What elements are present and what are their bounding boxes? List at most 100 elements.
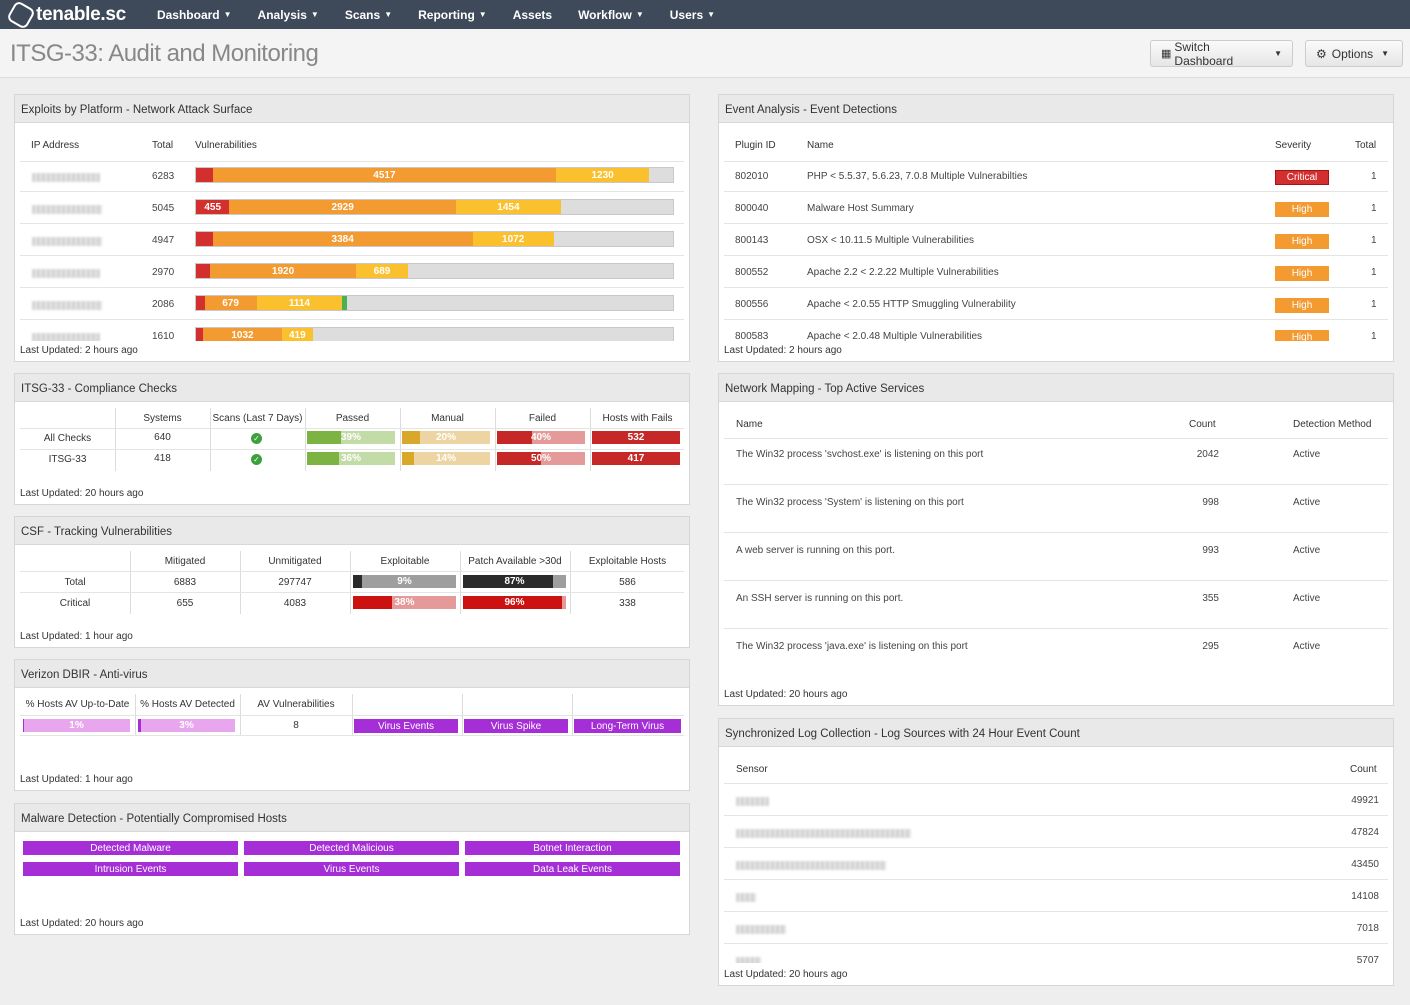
vulnerability-bar[interactable]: 455 2929 1454 [195,199,674,215]
options-button[interactable]: ⚙ Options ▼ [1305,40,1403,67]
chevron-down-icon: ▼ [707,10,716,19]
unmitigated-count: 297747 [278,577,312,588]
row-divider [724,223,1388,224]
event-total: 1 [1371,267,1377,278]
av-vulnerabilities-count: 8 [293,720,299,731]
gear-icon: ⚙ [1316,46,1327,61]
chevron-down-icon: ▼ [223,10,232,19]
nav-item-label: Reporting [418,7,475,22]
panel-title: ITSG-33 - Compliance Checks [15,374,689,402]
last-updated: Last Updated: 20 hours ago [724,969,848,980]
vulnerability-bar[interactable]: 1920 689 [195,263,674,279]
bar-segment-critical [196,264,211,278]
exploitable-bar[interactable]: 38% [353,596,456,609]
av-detected-bar[interactable]: 3% [138,719,235,732]
bar-segment-medium: 689 [355,264,409,278]
switch-dashboard-button[interactable]: ▦ Switch Dashboard ▼ [1150,40,1293,68]
col-header-count: Count [1189,419,1216,430]
divider [20,449,684,450]
log-collection-panel: Synchronized Log Collection - Log Source… [718,718,1394,986]
nav-item-dashboard[interactable]: Dashboard ▼ [144,0,245,29]
plugin-name: OSX < 10.11.5 Multiple Vulnerabilities [807,235,975,246]
av-up-to-date-bar[interactable]: 1% [23,719,130,732]
progress-label: 96% [504,597,525,608]
plugin-name: PHP < 5.5.37, 5.6.23, 7.0.8 Multiple Vul… [807,171,1028,182]
bar-segment-high: 1920 [210,264,356,278]
progress-fill [497,431,533,444]
patch-available-bar[interactable]: 96% [463,596,566,609]
nav-item-users[interactable]: Users ▼ [657,0,728,29]
event-total: 1 [1371,203,1377,214]
progress-fill [463,575,553,588]
vulnerability-bar[interactable]: 1032 419 [195,327,674,341]
event-total: 1 [1371,299,1377,310]
nav-item-workflow[interactable]: Workflow ▼ [565,0,657,29]
malware-filter-button[interactable]: Botnet Interaction [465,841,680,855]
col-header: Patch Available >30d [468,556,562,567]
row-divider [724,484,1388,485]
malware-filter-button[interactable]: Data Leak Events [465,862,680,876]
row-divider [724,628,1388,629]
row-total: 2086 [152,299,175,310]
col-header-name: Name [807,140,834,151]
col-divider [570,551,571,614]
bar-segment-high: 1032 [203,328,282,341]
col-divider [240,551,241,614]
last-updated: Last Updated: 1 hour ago [20,631,133,642]
systems-count: 640 [154,432,171,443]
row-divider [724,815,1388,816]
verizon-av-panel: Verizon DBIR - Anti-virus Last Updated: … [14,659,690,791]
malware-filter-button[interactable]: Virus Events [244,862,459,876]
bar-segment-high: 4517 [212,168,557,182]
tenable-logo[interactable]: tenable.sc [5,0,126,30]
panel-title: Network Mapping - Top Active Services [719,374,1393,402]
check-icon: ✓ [251,433,262,444]
passed-bar[interactable]: 36% [307,452,395,465]
exploitable-bar[interactable]: 9% [353,575,456,588]
av-filter-button[interactable]: Long-Term Virus [574,719,681,733]
progress-fill [353,596,393,609]
passed-bar[interactable]: 39% [307,431,395,444]
hosts-with-fails-badge[interactable]: 532 [592,431,680,444]
failed-bar[interactable]: 50% [497,452,585,465]
manual-bar[interactable]: 20% [402,431,490,444]
bar-segment-high: 2929 [229,200,456,214]
nav-item-analysis[interactable]: Analysis ▼ [245,0,332,29]
panel-title: Malware Detection - Potentially Compromi… [15,804,689,832]
col-header: Manual [431,413,464,424]
progress-fill [353,575,363,588]
nav-item-scans[interactable]: Scans ▼ [332,0,405,29]
nav-item-reporting[interactable]: Reporting ▼ [405,0,500,29]
bar-segment-medium: 1114 [256,296,343,310]
patch-available-bar[interactable]: 87% [463,575,566,588]
redacted-ip-address [32,333,100,341]
row-divider [20,223,684,224]
log-sources-table[interactable]: 49921 47824 43450 14108 7018 5707 [719,719,1395,963]
bar-segment-critical [196,168,213,182]
nav-item-assets[interactable]: Assets [500,0,565,29]
redacted-sensor-name [736,861,886,870]
col-divider [210,408,211,471]
vulnerability-bar[interactable]: 4517 1230 [195,167,674,183]
manual-bar[interactable]: 14% [402,452,490,465]
row-divider [20,319,684,320]
col-header: Mitigated [164,556,206,567]
nav-item-label: Assets [512,7,553,22]
av-filter-button[interactable]: Virus Spike [464,719,568,733]
plugin-name: Apache 2.2 < 2.2.22 Multiple Vulnerabili… [807,267,999,278]
vulnerability-bar[interactable]: 679 1114 [195,295,674,311]
av-filter-button[interactable]: Virus Events [354,719,458,733]
col-header: Failed [528,413,557,424]
vulnerability-bar[interactable]: 3384 1072 [195,231,674,247]
top-nav-bar: tenable.sc Dashboard ▼ Analysis ▼ Scans ▼ Repo… [0,0,1410,30]
bar-segment-medium: 419 [281,328,313,341]
exploits-table[interactable]: 6283 4517 1230 5045 455 2929 1454 4947 3384 1072 2… [15,95,691,341]
redacted-ip-address [32,173,100,182]
failed-bar[interactable]: 40% [497,431,585,444]
malware-filter-button[interactable]: Detected Malicious [244,841,459,855]
events-table[interactable]: 802010 PHP < 5.5.37, 5.6.23, 7.0.8 Multip… [719,95,1395,341]
hosts-with-fails-badge[interactable]: 417 [592,452,680,465]
malware-filter-button[interactable]: Intrusion Events [23,862,238,876]
detection-method: Active [1293,449,1321,460]
malware-filter-button[interactable]: Detected Malware [23,841,238,855]
